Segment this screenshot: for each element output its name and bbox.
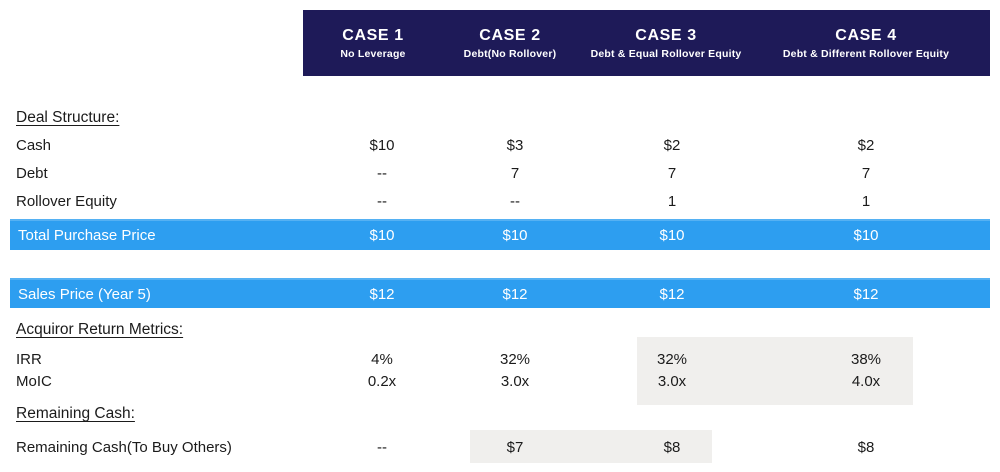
moic-case1-value: 0.2x bbox=[367, 372, 397, 390]
row-cash: Cash $10 $3 $2 $2 bbox=[0, 131, 1000, 159]
irr-label: IRR bbox=[16, 350, 42, 368]
remaining-case2-value: $7 bbox=[506, 438, 524, 456]
highlight-box-case3-case4-returns bbox=[637, 337, 913, 405]
debt-case1-value: -- bbox=[377, 164, 387, 182]
row-debt: Debt -- 7 7 7 bbox=[0, 159, 1000, 187]
rollover-case1-value: -- bbox=[377, 192, 387, 210]
rollover-case4-value: 1 bbox=[861, 192, 871, 210]
remaining-cash-label: Remaining Cash(To Buy Others) bbox=[16, 438, 232, 456]
case-1-title: CASE 1 bbox=[342, 26, 404, 44]
remaining-case1-value: -- bbox=[377, 438, 387, 456]
case-1-header: CASE 1 No Leverage bbox=[303, 27, 443, 60]
section-heading-acquiror-return-metrics: Acquiror Return Metrics: bbox=[0, 316, 1000, 344]
case-3-subtitle: Debt & Equal Rollover Equity bbox=[590, 47, 742, 60]
irr-case1-value: 4% bbox=[371, 350, 393, 368]
case-1-subtitle: No Leverage bbox=[340, 47, 406, 60]
total-purchase-price-label: Total Purchase Price bbox=[18, 227, 156, 244]
remaining-case4-value: $8 bbox=[857, 438, 875, 456]
sales-case2-value: $12 bbox=[502, 285, 528, 303]
rollover-case2-value: -- bbox=[510, 192, 520, 210]
irr-case3-value: 32% bbox=[656, 350, 688, 368]
tpp-case4-value: $10 bbox=[853, 227, 879, 244]
row-irr: IRR 4% 32% 32% 38% bbox=[0, 345, 1000, 373]
cash-case1-value: $10 bbox=[369, 136, 395, 154]
sales-case1-value: $12 bbox=[369, 285, 395, 303]
cash-case2-value: $3 bbox=[506, 136, 524, 154]
debt-case2-value: 7 bbox=[510, 164, 520, 182]
tpp-case2-value: $10 bbox=[502, 227, 528, 244]
row-sales-price: Sales Price (Year 5) $12 $12 $12 $12 bbox=[10, 278, 990, 308]
remaining-cash-heading-text: Remaining Cash: bbox=[16, 405, 135, 422]
section-heading-deal-structure: Deal Structure: bbox=[0, 104, 1000, 132]
cash-label: Cash bbox=[16, 136, 52, 154]
case-header-bar: CASE 1 No Leverage CASE 2 Debt(No Rollov… bbox=[303, 10, 990, 76]
case-2-subtitle: Debt(No Rollover) bbox=[463, 47, 557, 60]
tpp-case3-value: $10 bbox=[659, 227, 685, 244]
case-2-title: CASE 2 bbox=[479, 26, 541, 44]
row-rollover-equity: Rollover Equity -- -- 1 1 bbox=[0, 187, 1000, 215]
moic-label: MoIC bbox=[16, 372, 52, 390]
irr-case2-value: 32% bbox=[499, 350, 531, 368]
cash-case3-value: $2 bbox=[663, 136, 681, 154]
irr-case4-value: 38% bbox=[850, 350, 882, 368]
sales-price-label: Sales Price (Year 5) bbox=[18, 285, 151, 303]
section-heading-remaining-cash: Remaining Cash: bbox=[0, 400, 1000, 428]
rollover-case3-value: 1 bbox=[667, 192, 677, 210]
deal-structure-heading-text: Deal Structure: bbox=[16, 109, 120, 126]
moic-case2-value: 3.0x bbox=[500, 372, 530, 390]
moic-case4-value: 4.0x bbox=[851, 372, 881, 390]
row-remaining-cash-to-buy-others: Remaining Cash(To Buy Others) -- $7 $8 $… bbox=[0, 433, 1000, 461]
case-4-header: CASE 4 Debt & Different Rollover Equity bbox=[755, 27, 977, 60]
tpp-case1-value: $10 bbox=[369, 227, 395, 244]
rollover-equity-label: Rollover Equity bbox=[16, 192, 117, 210]
acquiror-return-metrics-heading-text: Acquiror Return Metrics: bbox=[16, 321, 184, 338]
case-4-subtitle: Debt & Different Rollover Equity bbox=[782, 47, 950, 60]
sales-case3-value: $12 bbox=[659, 285, 685, 303]
moic-case3-value: 3.0x bbox=[657, 372, 687, 390]
cash-case4-value: $2 bbox=[857, 136, 875, 154]
row-total-purchase-price: Total Purchase Price $10 $10 $10 $10 bbox=[10, 219, 990, 250]
debt-label: Debt bbox=[16, 164, 48, 182]
debt-case4-value: 7 bbox=[861, 164, 871, 182]
row-moic: MoIC 0.2x 3.0x 3.0x 4.0x bbox=[0, 367, 1000, 395]
highlight-box-case2-case3-remaining-cash bbox=[470, 430, 712, 463]
case-3-title: CASE 3 bbox=[635, 26, 697, 44]
sales-case4-value: $12 bbox=[853, 285, 879, 303]
case-4-title: CASE 4 bbox=[835, 26, 897, 44]
remaining-case3-value: $8 bbox=[663, 438, 681, 456]
debt-case3-value: 7 bbox=[667, 164, 677, 182]
case-3-header: CASE 3 Debt & Equal Rollover Equity bbox=[577, 27, 755, 60]
case-2-header: CASE 2 Debt(No Rollover) bbox=[443, 27, 577, 60]
